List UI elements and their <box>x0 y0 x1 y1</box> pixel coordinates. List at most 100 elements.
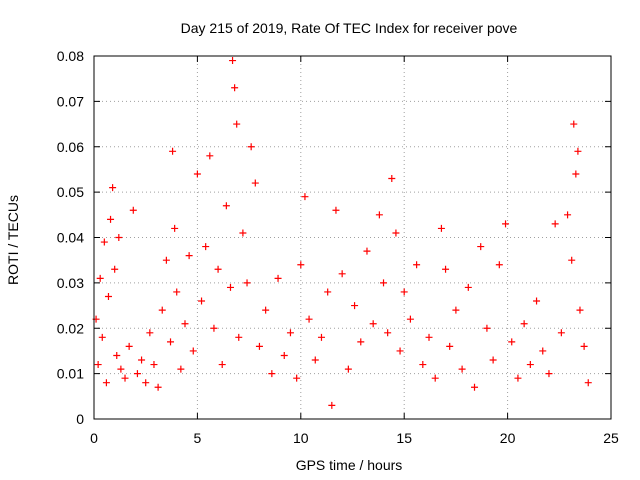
y-tick-label: 0.07 <box>57 93 84 109</box>
data-point <box>96 274 104 282</box>
data-point <box>452 306 460 314</box>
y-tick-label: 0.06 <box>57 139 84 155</box>
data-point <box>311 356 319 364</box>
data-point <box>169 147 177 155</box>
x-tick-label: 0 <box>90 430 98 446</box>
data-point <box>268 370 276 378</box>
y-tick-label: 0.02 <box>57 320 84 336</box>
data-point <box>185 252 193 260</box>
x-tick-label: 20 <box>500 430 516 446</box>
data-point <box>218 361 226 369</box>
data-point <box>574 147 582 155</box>
data-point <box>129 206 137 214</box>
data-point <box>324 288 332 296</box>
axis-ticks <box>93 55 612 420</box>
data-point <box>514 374 522 382</box>
y-tick-label: 0.05 <box>57 184 84 200</box>
data-point <box>442 265 450 273</box>
data-point <box>102 379 110 387</box>
data-point <box>235 333 243 341</box>
data-point <box>104 292 112 300</box>
data-point <box>138 356 146 364</box>
data-point <box>262 306 270 314</box>
data-point <box>189 347 197 355</box>
data-point <box>446 342 454 350</box>
y-tick-label: 0.04 <box>57 230 84 246</box>
data-point <box>100 238 108 246</box>
data-point <box>115 234 123 241</box>
data-point <box>570 120 578 128</box>
data-point <box>400 288 408 296</box>
data-point <box>142 379 150 387</box>
grid <box>94 56 611 419</box>
y-tick-labels: 0 0.01 0.02 0.03 0.04 0.05 0.06 0.07 0.08 <box>57 48 84 427</box>
data-point <box>375 211 383 219</box>
data-point <box>380 279 388 287</box>
data-point <box>545 370 553 378</box>
data-point <box>332 206 340 214</box>
data-point <box>437 224 445 232</box>
data-point <box>317 333 325 341</box>
data-point <box>233 120 241 128</box>
x-tick-label: 10 <box>293 430 309 446</box>
y-tick-label: 0 <box>76 411 84 427</box>
data-points <box>92 57 592 409</box>
data-point <box>396 347 404 355</box>
data-point <box>551 220 559 228</box>
data-point <box>193 170 201 178</box>
data-point <box>369 320 377 328</box>
data-point <box>255 342 263 350</box>
data-point <box>117 365 125 373</box>
data-point <box>247 143 255 151</box>
data-point <box>286 329 294 337</box>
data-point <box>584 379 592 387</box>
data-point <box>239 229 247 237</box>
data-point <box>150 361 158 369</box>
data-point <box>198 297 206 305</box>
data-point <box>181 320 189 328</box>
data-point <box>539 347 547 355</box>
data-point <box>477 243 485 251</box>
data-point <box>572 170 580 178</box>
data-point <box>229 57 237 65</box>
data-point <box>121 374 129 382</box>
data-point <box>495 261 503 269</box>
data-point <box>177 365 185 373</box>
data-point <box>171 224 179 232</box>
data-point <box>214 265 222 273</box>
data-point <box>406 315 414 323</box>
data-point <box>351 302 359 310</box>
data-point <box>297 261 305 269</box>
y-tick-label: 0.03 <box>57 275 84 291</box>
data-point <box>357 338 365 346</box>
data-point <box>458 365 466 373</box>
data-point <box>533 297 541 305</box>
y-tick-label: 0.01 <box>57 366 84 382</box>
y-tick-label: 0.08 <box>57 48 84 64</box>
data-point <box>564 211 572 219</box>
data-point <box>384 329 392 337</box>
data-point <box>206 152 214 160</box>
x-tick-label: 5 <box>194 430 202 446</box>
data-point <box>202 243 210 251</box>
data-point <box>392 229 400 237</box>
data-point <box>222 202 230 210</box>
data-point <box>113 351 121 359</box>
x-tick-label: 25 <box>603 430 619 446</box>
data-point <box>231 84 239 92</box>
data-point <box>502 220 510 228</box>
data-point <box>111 265 119 273</box>
x-tick-label: 15 <box>396 430 412 446</box>
data-point <box>162 256 170 264</box>
data-point <box>483 324 491 332</box>
data-point <box>413 261 421 269</box>
data-point <box>464 283 472 291</box>
data-point <box>226 283 234 291</box>
data-point <box>293 374 301 382</box>
data-point <box>328 401 336 409</box>
data-point <box>94 361 102 369</box>
data-point <box>338 270 346 278</box>
data-point <box>520 320 528 328</box>
data-point <box>431 374 439 382</box>
data-point <box>210 324 218 332</box>
